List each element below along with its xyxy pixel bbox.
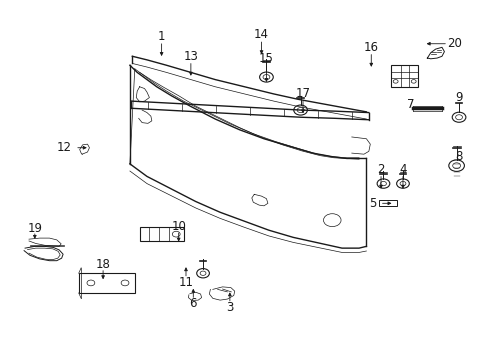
Text: 15: 15 bbox=[259, 51, 273, 64]
Text: 14: 14 bbox=[254, 28, 268, 41]
Text: 18: 18 bbox=[96, 258, 110, 271]
Text: 19: 19 bbox=[27, 222, 42, 235]
Text: 16: 16 bbox=[363, 41, 378, 54]
Text: 10: 10 bbox=[171, 220, 186, 233]
Text: 1: 1 bbox=[158, 30, 165, 43]
Bar bbox=[390, 65, 417, 87]
Text: 7: 7 bbox=[406, 98, 413, 111]
Text: 6: 6 bbox=[189, 297, 197, 310]
Bar bbox=[378, 200, 396, 206]
Bar bbox=[140, 227, 183, 241]
Text: 17: 17 bbox=[295, 87, 310, 100]
Text: 12: 12 bbox=[56, 141, 71, 154]
Text: 20: 20 bbox=[446, 37, 461, 50]
Text: 13: 13 bbox=[183, 50, 198, 63]
Text: 3: 3 bbox=[226, 301, 233, 314]
Text: 8: 8 bbox=[454, 150, 462, 163]
Text: 4: 4 bbox=[398, 163, 406, 176]
Text: 2: 2 bbox=[377, 163, 384, 176]
Text: 11: 11 bbox=[178, 276, 193, 289]
Bar bbox=[79, 273, 135, 293]
Text: 9: 9 bbox=[454, 91, 462, 104]
Text: 5: 5 bbox=[368, 197, 375, 210]
